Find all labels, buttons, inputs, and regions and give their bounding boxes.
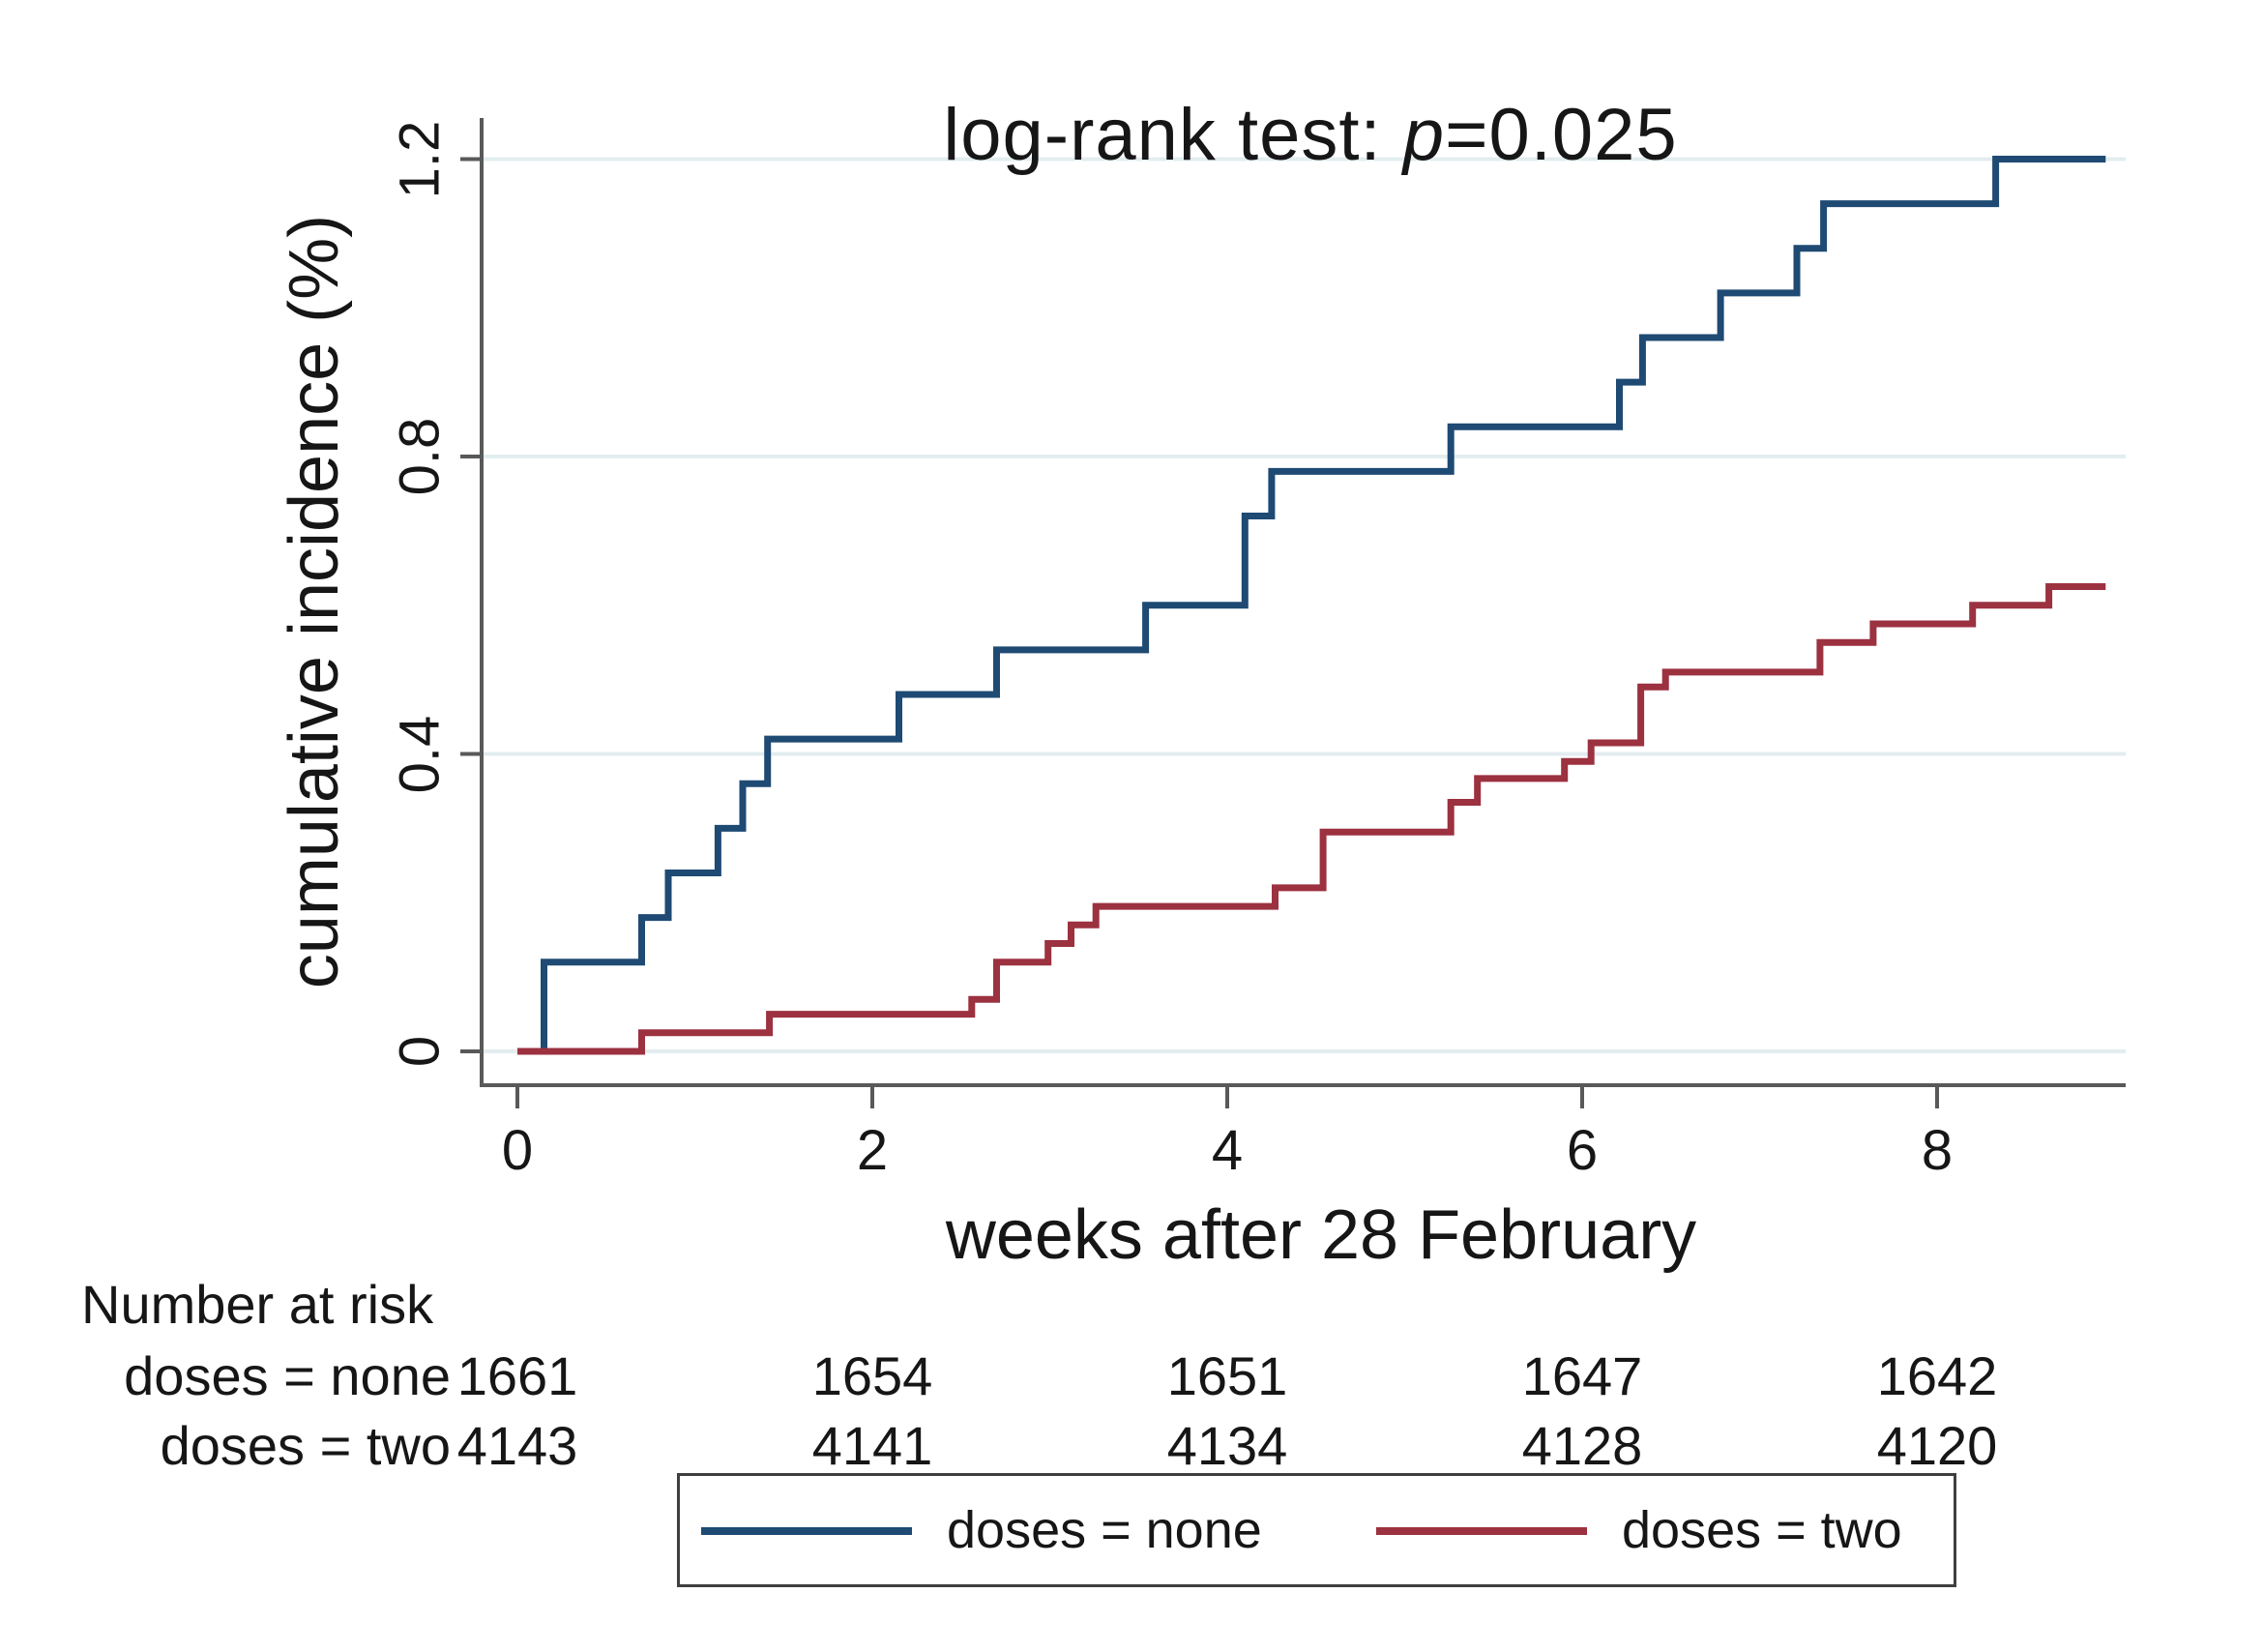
- y-tick-label: 1.2: [388, 120, 452, 198]
- x-tick-label: 8: [1921, 1119, 1954, 1182]
- p-value-symbol: p: [1402, 94, 1446, 176]
- x-tick-label: 0: [501, 1119, 534, 1182]
- risk-value: 4134: [1166, 1415, 1288, 1476]
- risk-row-label-none: doses = none: [124, 1345, 451, 1406]
- risk-row-label-two: doses = two: [160, 1415, 451, 1476]
- series-doses-none: [517, 156, 2106, 1055]
- risk-value: 1661: [456, 1345, 578, 1406]
- p-value-text: =0.025: [1445, 94, 1678, 176]
- series-doses-two: [517, 583, 2106, 1055]
- risk-value: 4141: [811, 1415, 933, 1476]
- risk-value: 4143: [456, 1415, 578, 1476]
- risk-value: 1647: [1521, 1345, 1643, 1406]
- risk-value: 4120: [1876, 1415, 1998, 1476]
- x-tick-label: 6: [1566, 1119, 1599, 1182]
- title-prefix: log-rank test:: [943, 94, 1403, 176]
- x-axis-label: weeks after 28 February: [945, 1196, 1697, 1274]
- x-tick-label: 2: [856, 1119, 889, 1182]
- y-axis-label: cumulative incidence (%): [276, 214, 353, 989]
- x-tick-label: 4: [1211, 1119, 1244, 1182]
- legend-label-two: doses = two: [1622, 1501, 1902, 1559]
- chart-title: log-rank test: p=0.025: [943, 93, 1677, 177]
- risk-table-header: Number at risk: [81, 1274, 434, 1335]
- risk-value: 4128: [1521, 1415, 1643, 1476]
- legend-label-none: doses = none: [947, 1501, 1262, 1559]
- risk-value: 1642: [1876, 1345, 1998, 1406]
- legend-box: doses = none doses = two: [677, 1473, 1956, 1587]
- legend-line-two: [1376, 1527, 1587, 1535]
- legend-line-none: [701, 1527, 912, 1535]
- risk-value: 1654: [811, 1345, 933, 1406]
- axis-line: [480, 118, 2126, 1087]
- risk-value: 1651: [1166, 1345, 1288, 1406]
- y-tick-label: 0.8: [388, 417, 452, 496]
- y-tick-label: 0: [388, 1035, 452, 1068]
- y-tick-label: 0.4: [388, 715, 452, 793]
